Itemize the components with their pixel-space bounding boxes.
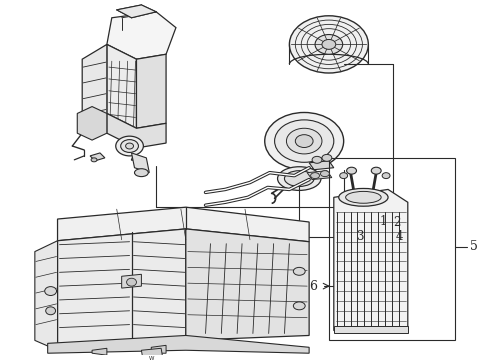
Polygon shape bbox=[82, 44, 107, 128]
Polygon shape bbox=[309, 161, 334, 170]
Ellipse shape bbox=[339, 188, 388, 206]
Polygon shape bbox=[122, 274, 142, 288]
Ellipse shape bbox=[91, 158, 97, 162]
Polygon shape bbox=[186, 229, 309, 341]
Ellipse shape bbox=[315, 35, 343, 54]
Text: 3: 3 bbox=[357, 230, 364, 243]
Polygon shape bbox=[77, 107, 107, 140]
Ellipse shape bbox=[311, 173, 319, 179]
Polygon shape bbox=[35, 241, 57, 350]
Bar bbox=[329, 158, 455, 341]
Text: 6: 6 bbox=[309, 280, 317, 293]
Polygon shape bbox=[307, 171, 332, 180]
Ellipse shape bbox=[134, 169, 148, 177]
Ellipse shape bbox=[346, 167, 357, 174]
Ellipse shape bbox=[322, 40, 336, 49]
Polygon shape bbox=[92, 348, 107, 355]
Ellipse shape bbox=[320, 171, 329, 177]
Ellipse shape bbox=[345, 192, 381, 203]
Polygon shape bbox=[57, 229, 186, 350]
Ellipse shape bbox=[116, 136, 144, 156]
Ellipse shape bbox=[121, 140, 139, 152]
Ellipse shape bbox=[287, 128, 322, 154]
Ellipse shape bbox=[294, 302, 305, 310]
Polygon shape bbox=[142, 348, 163, 360]
Ellipse shape bbox=[46, 307, 55, 315]
Polygon shape bbox=[117, 5, 156, 18]
Polygon shape bbox=[90, 153, 105, 161]
Ellipse shape bbox=[312, 156, 322, 163]
Ellipse shape bbox=[277, 167, 321, 190]
Ellipse shape bbox=[125, 143, 133, 149]
Ellipse shape bbox=[322, 154, 332, 161]
Text: 2: 2 bbox=[393, 216, 400, 229]
Ellipse shape bbox=[285, 171, 314, 186]
Polygon shape bbox=[107, 12, 176, 59]
Ellipse shape bbox=[45, 287, 56, 296]
Polygon shape bbox=[131, 153, 149, 173]
Text: W: W bbox=[148, 356, 154, 360]
Ellipse shape bbox=[126, 278, 137, 286]
Ellipse shape bbox=[265, 112, 343, 170]
Polygon shape bbox=[137, 54, 166, 128]
Text: 5: 5 bbox=[470, 240, 478, 253]
Ellipse shape bbox=[274, 120, 334, 162]
Polygon shape bbox=[57, 207, 309, 242]
Ellipse shape bbox=[382, 173, 390, 179]
Polygon shape bbox=[107, 113, 166, 148]
Ellipse shape bbox=[371, 167, 381, 174]
Ellipse shape bbox=[340, 173, 347, 179]
Text: 4: 4 bbox=[396, 230, 403, 243]
Polygon shape bbox=[48, 336, 309, 353]
Polygon shape bbox=[107, 44, 137, 128]
Ellipse shape bbox=[290, 16, 368, 73]
Ellipse shape bbox=[295, 135, 313, 148]
Bar bbox=[334, 325, 408, 333]
Polygon shape bbox=[334, 189, 408, 330]
Polygon shape bbox=[151, 345, 166, 353]
Text: 1: 1 bbox=[379, 215, 387, 228]
Ellipse shape bbox=[294, 267, 305, 275]
